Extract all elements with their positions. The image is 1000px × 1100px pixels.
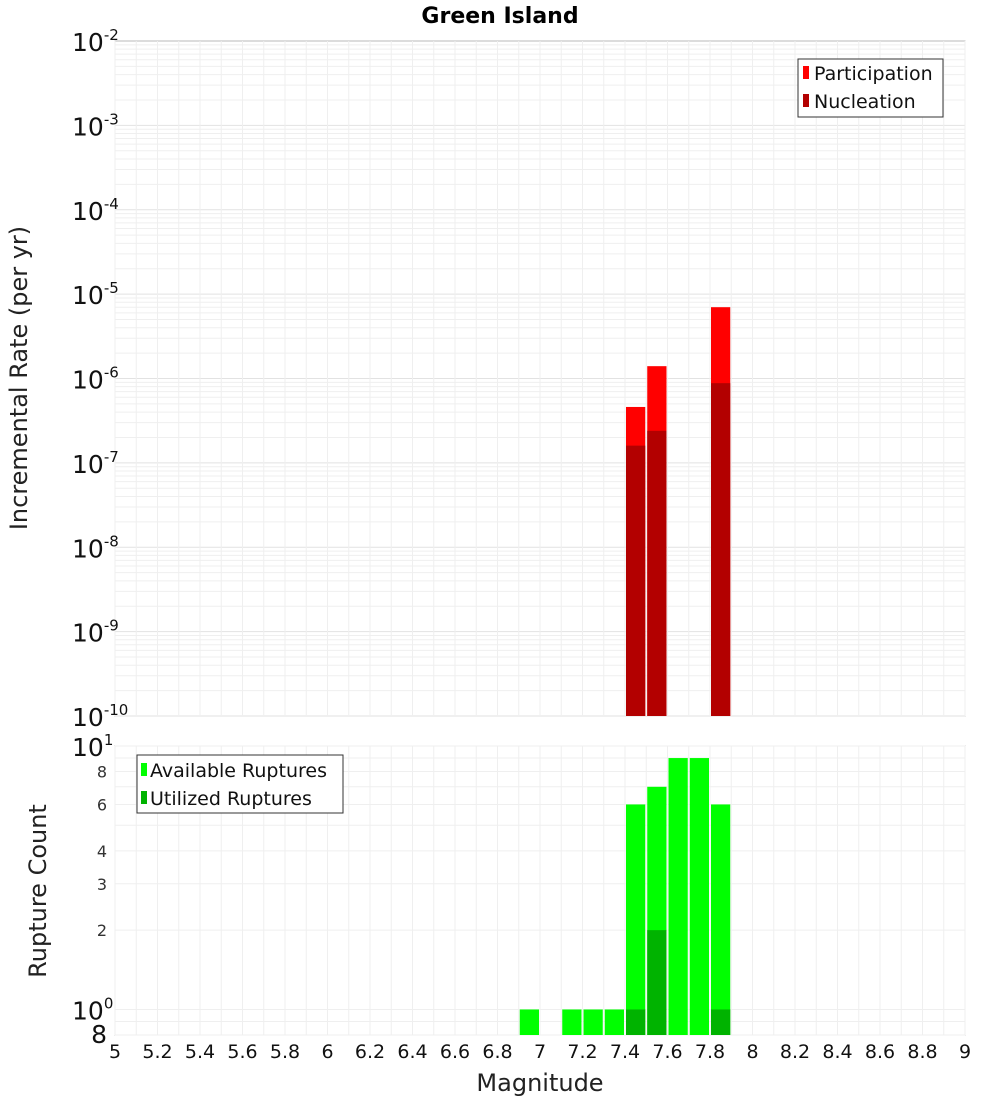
rate-y-tick-label: 10-5: [72, 279, 119, 310]
utilized-ruptures-bar: [711, 1009, 731, 1035]
x-tick-label: 8.8: [907, 1041, 937, 1063]
count-y-tick-label: 3: [97, 875, 107, 894]
rate-legend-box: [797, 58, 944, 118]
count-legend: Available Ruptures Utilized Ruptures: [136, 754, 344, 814]
chart-title: Green Island: [421, 4, 578, 29]
count-y-tick-label: 8: [91, 1020, 107, 1049]
x-tick-label: 7.2: [567, 1041, 597, 1063]
rate-y-tick-label: 10-9: [72, 617, 119, 648]
count-y-tick-label: 4: [97, 842, 107, 861]
x-tick-label: 5.8: [270, 1041, 300, 1063]
participation-legend-label: Participation: [814, 63, 933, 85]
x-tick-label: 7.4: [610, 1041, 640, 1063]
utilized-legend-label: Utilized Ruptures: [150, 788, 312, 810]
x-tick-label: 6.6: [440, 1041, 470, 1063]
rate-y-axis-label: Incremental Rate (per yr): [5, 226, 33, 530]
count-bars: [519, 758, 731, 1035]
nucleation-bar: [711, 383, 731, 716]
x-tick-label: 7: [534, 1041, 546, 1063]
nucleation-legend-swatch: [803, 94, 809, 107]
x-tick-label: 6.4: [397, 1041, 427, 1063]
rate-gridlines: [114, 41, 966, 717]
x-tick-label: 8: [746, 1041, 758, 1063]
utilized-legend-swatch: [141, 791, 147, 804]
x-tick-label: 7.8: [695, 1041, 725, 1063]
available-legend-label: Available Ruptures: [150, 760, 327, 782]
x-tick-label: 6: [321, 1041, 333, 1063]
rate-y-tick-labels: 10-2 10-3 10-4 10-5 10-6 10-7 10-8 10-9 10-10: [72, 26, 128, 732]
x-tick-label: 5: [109, 1041, 121, 1063]
count-y-tick-label: 2: [97, 921, 107, 940]
nucleation-bar: [647, 430, 667, 716]
available-ruptures-bar: [711, 804, 731, 1035]
nucleation-bar: [626, 445, 646, 716]
available-legend-swatch: [141, 763, 147, 776]
available-ruptures-bar: [583, 1009, 603, 1035]
rate-y-tick-label: 10-10: [72, 701, 128, 732]
x-tick-label: 5.2: [142, 1041, 172, 1063]
count-legend-box: [136, 754, 344, 814]
x-tick-label: 8.6: [865, 1041, 895, 1063]
rate-y-tick-label: 10-8: [72, 532, 119, 563]
rate-bars: [626, 307, 731, 716]
x-tick-label: 9: [959, 1041, 971, 1063]
rate-y-tick-label: 10-6: [72, 364, 119, 395]
count-y-tick-label: 6: [97, 795, 107, 814]
available-ruptures-bar: [562, 1009, 582, 1035]
x-tick-label: 6.2: [355, 1041, 385, 1063]
rate-legend: Participation Nucleation: [797, 58, 944, 118]
count-y-tick-label: 100: [72, 994, 113, 1025]
rate-y-tick-label: 10-7: [72, 448, 119, 479]
available-ruptures-bar: [519, 1009, 539, 1035]
x-axis-label: Magnitude: [476, 1069, 603, 1097]
rate-y-tick-label: 10-4: [72, 195, 119, 226]
available-ruptures-bar: [604, 1009, 624, 1035]
count-y-axis-label: Rupture Count: [24, 804, 52, 978]
utilized-ruptures-bar: [626, 1009, 646, 1035]
rate-y-tick-label: 10-2: [72, 26, 119, 57]
utilized-ruptures-bar: [647, 930, 667, 1035]
available-ruptures-bar: [689, 758, 709, 1035]
count-y-tick-label: 8: [97, 763, 107, 782]
x-tick-label: 5.4: [185, 1041, 215, 1063]
x-tick-labels: 5 5.2 5.4 5.6 5.8 6 6.2 6.4 6.6 6.8 7 7.2 7.4 7.6 7.8 8…: [109, 1041, 971, 1063]
x-tick-label: 6.8: [482, 1041, 512, 1063]
available-ruptures-bar: [668, 758, 688, 1035]
count-y-tick-label: 101: [72, 731, 113, 762]
nucleation-legend-label: Nucleation: [814, 91, 916, 113]
x-tick-label: 5.6: [227, 1041, 257, 1063]
available-ruptures-bar: [626, 804, 646, 1035]
x-tick-label: 7.6: [652, 1041, 682, 1063]
count-gridlines: [114, 745, 966, 1036]
rate-panel: 10-2 10-3 10-4 10-5 10-6 10-7 10-8 10-9 10-10 In…: [5, 26, 966, 732]
x-tick-label: 8.2: [780, 1041, 810, 1063]
x-tick-label: 8.4: [822, 1041, 852, 1063]
participation-legend-swatch: [803, 66, 809, 79]
rate-y-tick-label: 10-3: [72, 110, 119, 141]
